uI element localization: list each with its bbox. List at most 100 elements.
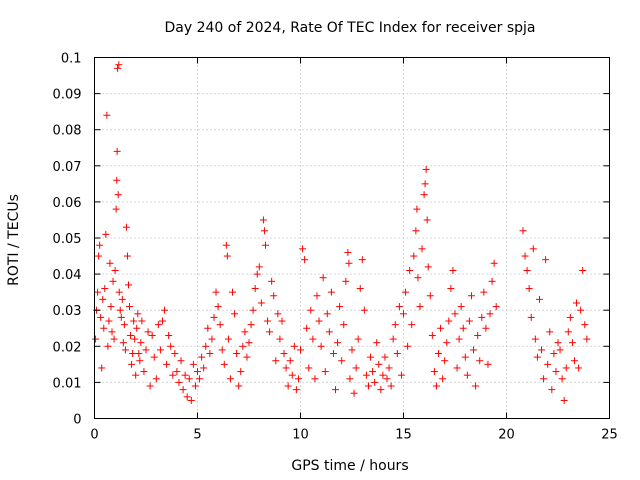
grid-layer [94,57,610,419]
axis-ticks: 0 5 10 15 20 25 0 0.01 0.02 0.03 0.04 0.05 0.06 0.07 0… [53,52,618,443]
data-point [492,303,500,311]
data-point [362,371,370,379]
data-point [568,339,576,347]
data-point [552,368,560,376]
data-point [432,382,440,390]
data-point [223,252,231,260]
data-point [556,346,564,354]
data-point [282,364,290,372]
data-point [342,277,350,285]
data-point [121,346,129,354]
data-point [127,331,135,339]
data-point [152,375,160,383]
data-point [550,350,558,358]
data-point [581,321,589,329]
data-point [212,288,220,296]
data-point [194,368,201,376]
data-point [325,328,333,336]
data-point [562,364,570,372]
data-point [486,310,494,318]
data-point [519,227,527,235]
data-point [369,368,377,376]
data-point [167,342,175,350]
y-tick-label: 0.1 [61,52,82,67]
data-point [305,364,313,372]
data-point [114,191,122,199]
data-point [144,328,152,336]
data-point [276,335,284,343]
data-point [459,324,467,332]
data-point [220,360,228,368]
data-point [216,321,224,329]
data-point [115,288,123,296]
data-point [214,303,222,311]
data-point [183,393,191,401]
data-point [467,292,475,300]
data-point [101,285,109,293]
data-point [294,375,302,383]
data-point [379,371,387,379]
data-point [338,357,346,365]
data-point [428,331,436,339]
data-point [286,357,294,365]
y-tick-label: 0.06 [53,196,82,211]
x-tick-label: 5 [193,428,201,443]
data-point [463,371,471,379]
data-point [235,382,243,390]
data-point [546,328,554,336]
data-point [344,248,352,256]
data-point [158,317,166,325]
data-point [245,339,253,347]
data-point [381,353,389,361]
x-tick-label: 15 [395,428,412,443]
data-point [538,346,546,354]
data-point [109,277,117,285]
data-point [112,205,120,213]
data-point [136,357,144,365]
data-point [185,375,193,383]
data-point [424,263,432,271]
data-point [163,360,171,368]
data-point [106,259,114,267]
data-point [177,357,185,365]
data-point [171,350,179,358]
data-point [412,227,420,235]
data-point [210,313,218,321]
data-point [439,375,447,383]
data-point [110,335,118,343]
data-point [346,375,354,383]
data-point [447,285,455,293]
data-point [222,241,230,249]
y-tick-label: 0.02 [53,340,82,355]
data-point [358,256,366,264]
data-point [94,288,102,296]
y-tick-label: 0.04 [53,268,82,283]
data-point [413,205,421,213]
data-point [150,353,158,361]
x-tick-label: 25 [601,428,618,443]
data-point [303,324,311,332]
data-point [100,324,108,332]
chart-title: Day 240 of 2024, Rate Of TEC Index for r… [164,20,535,36]
data-point [315,317,323,325]
data-point [393,350,401,358]
data-point [397,371,405,379]
data-point [329,350,337,358]
y-tick-label: 0.07 [53,160,82,175]
data-point [472,382,480,390]
data-point [274,310,282,318]
data-point [132,371,140,379]
data-point [95,252,103,260]
data-point [570,357,578,365]
data-point [169,371,177,379]
data-point [453,364,461,372]
data-point [146,382,154,390]
data-point [408,321,416,329]
data-point [455,335,463,343]
data-point [383,375,391,383]
data-point [307,306,315,314]
data-point [191,382,199,390]
data-point [179,386,187,394]
data-point [364,382,372,390]
